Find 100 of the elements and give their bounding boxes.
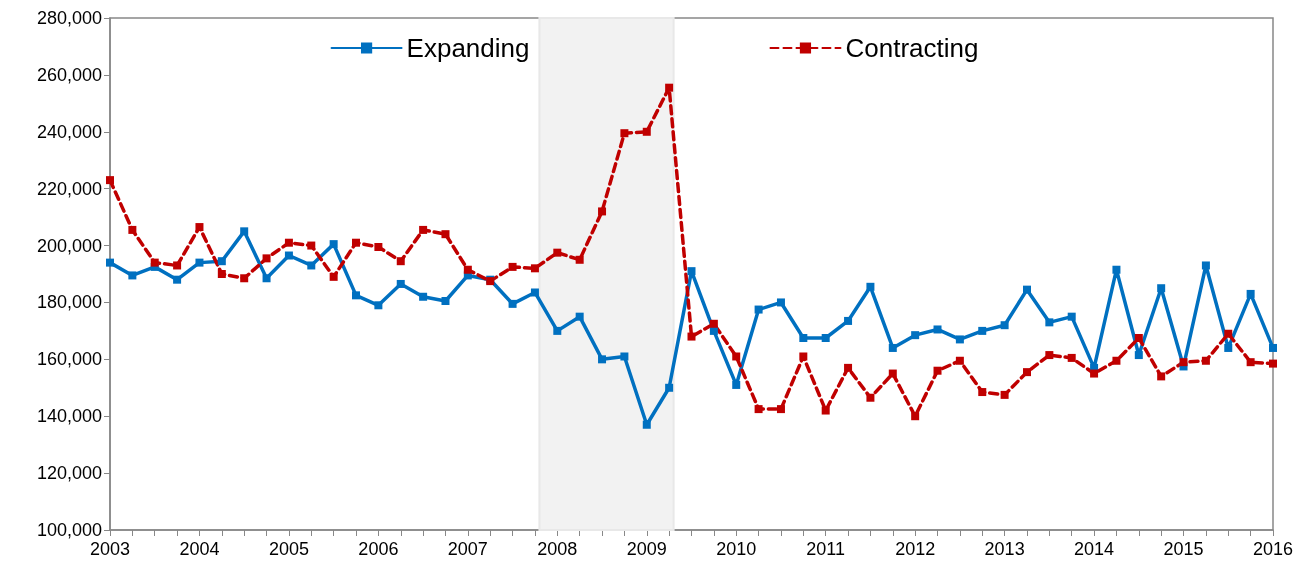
point	[776, 405, 785, 414]
point	[1246, 289, 1255, 298]
point	[1246, 358, 1255, 367]
point	[128, 271, 137, 280]
point	[1045, 318, 1054, 327]
point	[352, 238, 361, 247]
x-tick-label: 2009	[626, 539, 667, 559]
point	[1269, 343, 1277, 352]
point	[1224, 343, 1233, 352]
y-tick-label: 180,000	[36, 292, 102, 313]
x-tick-label: 2013	[984, 539, 1025, 559]
point	[195, 223, 204, 232]
point	[665, 383, 674, 392]
point	[911, 412, 920, 421]
point	[888, 343, 897, 352]
point	[978, 388, 987, 397]
y-tick-label: 220,000	[36, 178, 102, 199]
x-tick-label: 2005	[268, 539, 309, 559]
x-tick-label: 2012	[895, 539, 936, 559]
point	[106, 176, 114, 185]
point	[955, 356, 964, 365]
point	[598, 207, 607, 216]
point	[262, 274, 271, 283]
point	[1022, 368, 1031, 377]
point	[195, 258, 204, 267]
point	[620, 352, 629, 361]
point	[642, 420, 651, 429]
y-tick-label: 240,000	[36, 121, 102, 142]
point	[888, 369, 897, 378]
y-tick-label: 200,000	[36, 235, 102, 256]
point	[530, 288, 539, 297]
point	[866, 393, 875, 402]
point	[284, 251, 293, 260]
point	[1134, 351, 1143, 360]
point	[955, 335, 964, 344]
point	[441, 230, 450, 239]
point	[128, 225, 137, 234]
point	[687, 332, 696, 341]
point	[665, 83, 674, 92]
point	[598, 355, 607, 364]
point	[687, 267, 696, 276]
x-tick-label: 2004	[179, 539, 220, 559]
point	[374, 301, 383, 310]
point	[173, 275, 182, 284]
point	[307, 241, 316, 250]
point	[1224, 329, 1233, 338]
x-tick-label: 2008	[537, 539, 578, 559]
point	[821, 406, 830, 415]
point	[575, 255, 584, 264]
legend-label: Contracting	[845, 33, 979, 63]
point	[933, 325, 942, 334]
x-tick-label: 2010	[716, 539, 757, 559]
point	[1157, 372, 1166, 381]
point	[441, 297, 450, 306]
point	[732, 380, 741, 389]
point	[553, 326, 562, 335]
point	[1090, 369, 1099, 378]
point	[821, 334, 830, 342]
point	[866, 282, 875, 291]
point	[329, 272, 338, 281]
point	[1157, 284, 1166, 293]
point	[173, 261, 182, 270]
x-tick-label: 2015	[1163, 539, 1204, 559]
point	[1112, 356, 1121, 365]
point	[463, 265, 472, 274]
point	[106, 258, 114, 267]
point	[575, 312, 584, 321]
point	[553, 248, 562, 257]
point	[709, 319, 718, 328]
point	[754, 405, 763, 414]
point	[799, 352, 808, 361]
x-tick-label: 2011	[806, 539, 846, 559]
point	[1000, 390, 1009, 399]
y-tick-label: 260,000	[36, 64, 102, 85]
x-tick-label: 2014	[1074, 539, 1115, 559]
point	[307, 261, 316, 270]
point	[642, 127, 651, 136]
y-tick-label: 140,000	[36, 406, 102, 427]
x-tick-label: 2016	[1252, 539, 1294, 559]
point	[1112, 265, 1121, 274]
point	[508, 262, 517, 271]
point	[754, 305, 763, 314]
point	[530, 264, 539, 273]
point	[732, 352, 741, 361]
point	[1134, 334, 1143, 342]
point	[240, 274, 249, 283]
x-tick-label: 2007	[447, 539, 488, 559]
point	[911, 331, 920, 340]
point	[1045, 351, 1054, 360]
y-tick-label: 280,000	[36, 8, 102, 28]
y-tick-label: 120,000	[36, 463, 102, 484]
point	[1067, 353, 1076, 362]
point	[844, 363, 853, 372]
point	[1179, 358, 1188, 367]
point	[284, 238, 293, 247]
point	[933, 366, 942, 375]
y-tick-label: 100,000	[36, 520, 102, 540]
point	[1022, 285, 1031, 294]
point	[217, 257, 226, 266]
x-tick-label: 2006	[358, 539, 399, 559]
